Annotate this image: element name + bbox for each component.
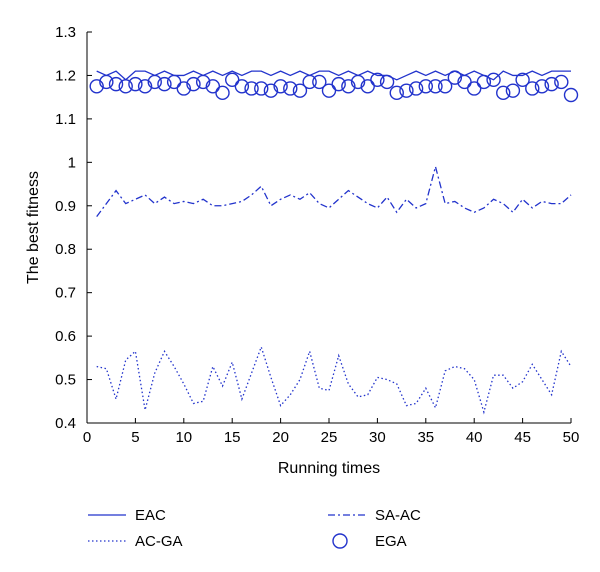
ega-point [234, 79, 250, 94]
ega-point [505, 83, 521, 98]
ega-point [273, 79, 288, 94]
ega-point [399, 83, 414, 98]
x-tick-label: 40 [466, 429, 483, 446]
ega-point [312, 74, 327, 90]
legend-item-ac-ga: AC-GA [88, 533, 183, 550]
ega-point [157, 76, 172, 92]
ega-point [254, 81, 269, 96]
ega-point [389, 85, 404, 101]
y-tick-label: 0.9 [55, 198, 76, 215]
ega-point [457, 74, 472, 90]
ega-point [166, 74, 182, 90]
ega-point [467, 81, 482, 96]
x-tick-label: 20 [272, 429, 289, 446]
legend-label-eac: EAC [135, 507, 166, 524]
ega-point [205, 79, 221, 94]
ega-point [263, 83, 279, 98]
ega-point [544, 76, 559, 92]
ega-point [486, 72, 501, 87]
y-tick-label: 0.6 [55, 328, 76, 345]
ega-point [525, 81, 540, 96]
y-tick-label: 0.7 [55, 285, 76, 302]
x-tick-label: 50 [563, 429, 580, 446]
ega-point [447, 70, 463, 85]
ega-point [292, 83, 308, 98]
x-tick-label: 35 [417, 429, 434, 446]
legend-item-ega: EGA [332, 533, 407, 550]
ega-point [108, 76, 124, 92]
ega-point [147, 74, 162, 90]
ega-point [350, 74, 366, 90]
x-tick-label: 30 [369, 429, 386, 446]
ega-point [341, 79, 356, 94]
series-group [89, 70, 579, 415]
ega-point [534, 79, 550, 94]
ega-point [515, 72, 530, 87]
y-tick-label: 1.1 [55, 111, 76, 128]
y-tick-label: 0.8 [55, 241, 76, 258]
x-axis-title: Running times [278, 460, 380, 477]
axes [86, 32, 571, 424]
series-ega [89, 70, 579, 103]
ega-point [118, 79, 133, 94]
legend-marker-ega [332, 533, 348, 549]
x-tick-label: 45 [514, 429, 531, 446]
legend-label-ac-ga: AC-GA [135, 533, 183, 550]
ticks: 0 5 10 15 20 25 30 35 40 45 50 0.4 0.5 0.6 0.7 0.8 0.9 1 1… [55, 24, 579, 446]
y-tick-label: 1 [68, 154, 76, 171]
ega-point [186, 76, 201, 92]
x-tick-label: 15 [224, 429, 241, 446]
ega-point [476, 74, 492, 90]
ega-point [554, 74, 569, 90]
ega-point [331, 76, 346, 92]
ega-point [321, 83, 337, 98]
ega-point [418, 79, 433, 94]
ega-point [370, 72, 385, 87]
x-tick-label: 0 [83, 429, 91, 446]
ega-point [428, 79, 443, 94]
ega-point [379, 74, 395, 90]
ega-point [302, 74, 317, 90]
ega-point [128, 76, 143, 92]
x-tick-label: 25 [321, 429, 338, 446]
ega-point [437, 79, 453, 94]
ega-point [360, 79, 375, 94]
x-tick-label: 5 [131, 429, 139, 446]
ega-point [176, 81, 192, 96]
ega-point [215, 85, 230, 101]
series-line-ac-ga [96, 344, 572, 415]
ega-point [89, 79, 104, 94]
legend-label-ega: EGA [375, 533, 407, 550]
ega-point [283, 81, 298, 96]
ega-point [137, 79, 153, 94]
ega-point [496, 85, 511, 101]
ega-point [224, 72, 240, 87]
series-line-sa-ac [96, 164, 572, 218]
legend-label-sa-ac: SA-AC [375, 507, 421, 524]
y-axis-title: The best fitness [25, 171, 42, 284]
legend-item-eac: EAC [88, 507, 166, 524]
ega-point [195, 74, 211, 90]
legend: EAC SA-AC AC-GA EGA [88, 507, 421, 550]
ega-point [408, 81, 424, 96]
y-tick-label: 0.5 [55, 372, 76, 389]
y-tick-label: 1.3 [55, 24, 76, 41]
ega-point [99, 74, 114, 90]
legend-item-sa-ac: SA-AC [328, 507, 421, 524]
x-tick-label: 10 [175, 429, 192, 446]
y-tick-label: 1.2 [55, 67, 76, 84]
ega-point [244, 81, 259, 96]
ega-point [563, 87, 579, 103]
y-tick-label: 0.4 [55, 415, 76, 432]
